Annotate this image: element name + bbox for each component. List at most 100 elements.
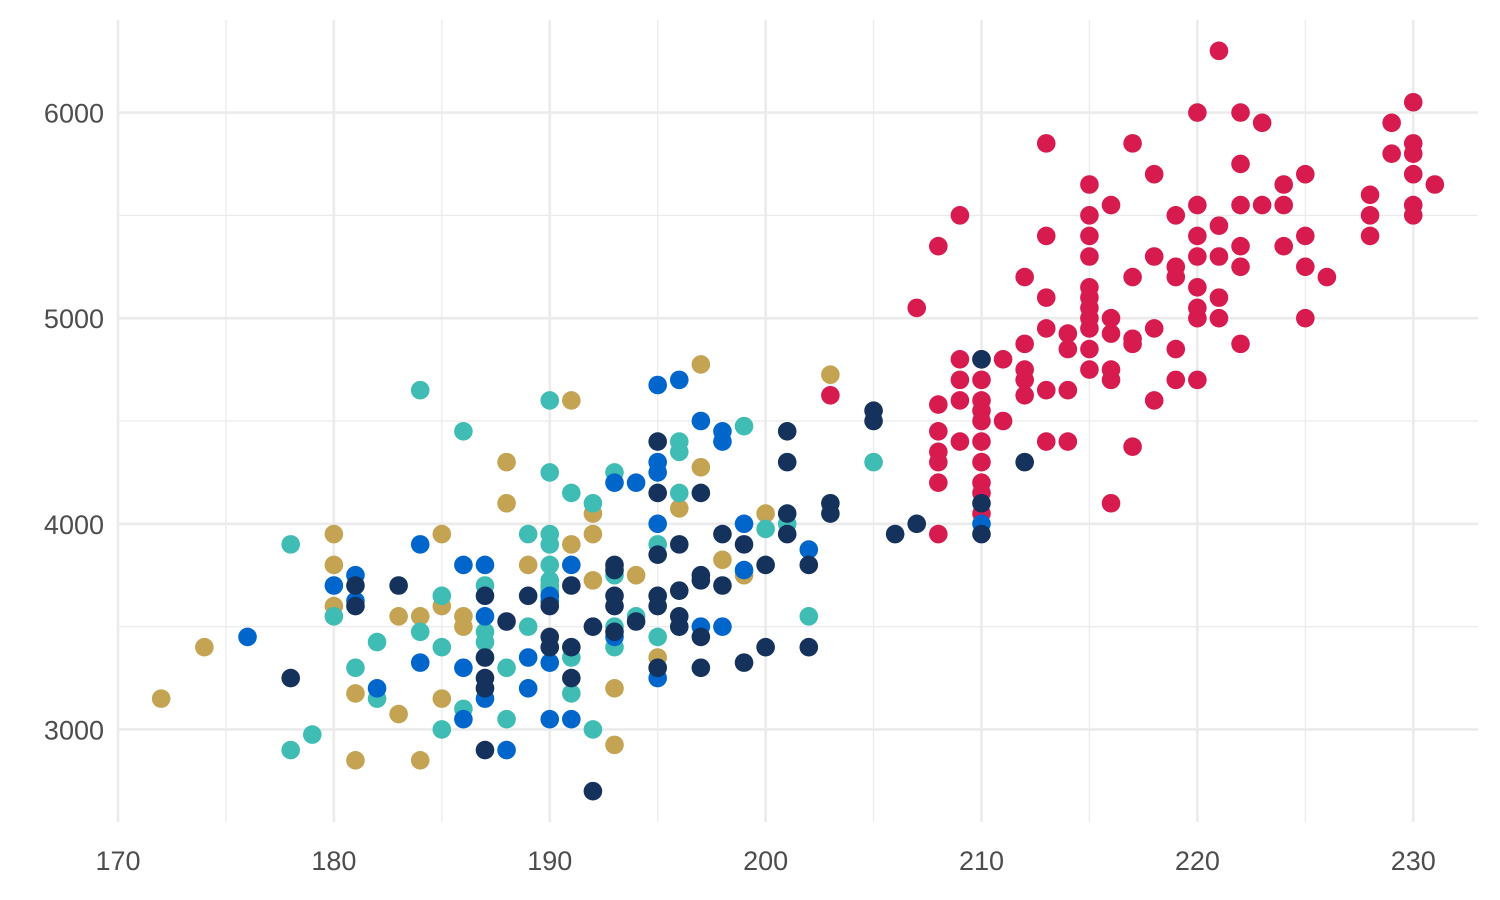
scatter-point [562, 391, 581, 410]
scatter-point [691, 411, 711, 431]
scatter-point [389, 576, 408, 595]
scatter-point [1209, 41, 1229, 61]
scatter-point [1080, 175, 1099, 194]
scatter-point [669, 617, 689, 636]
scatter-point [346, 684, 365, 703]
scatter-point [346, 596, 365, 616]
scatter-point [1144, 247, 1164, 266]
scatter-point [972, 493, 991, 513]
scatter-point [799, 607, 819, 626]
scatter-point [324, 607, 344, 626]
scatter-point [1231, 154, 1250, 174]
scatter-point [151, 689, 171, 708]
scatter-point [669, 535, 689, 554]
scatter-point [1209, 308, 1229, 328]
scatter-point [1360, 226, 1380, 246]
scatter-point [821, 365, 840, 385]
scatter-point [432, 637, 452, 657]
scatter-point [583, 493, 603, 513]
scatter-point [540, 391, 560, 410]
scatter-point [1036, 288, 1056, 307]
scatter-point [1231, 236, 1250, 256]
scatter-point [648, 483, 667, 503]
scatter-point [1360, 185, 1380, 205]
scatter-point [518, 617, 538, 636]
scatter-point [1058, 380, 1078, 400]
scatter-point [540, 596, 560, 616]
scatter-point [713, 576, 732, 595]
scatter-point [756, 555, 775, 575]
scatter-point [929, 421, 948, 441]
scatter-point [1015, 267, 1034, 287]
scatter-point [454, 421, 473, 441]
scatter-point [626, 565, 646, 585]
scatter-point [562, 576, 581, 595]
scatter-point [1188, 226, 1207, 246]
scatter-point [1403, 144, 1423, 163]
scatter-point [907, 298, 927, 318]
scatter-point [1382, 113, 1401, 133]
scatter-point [929, 524, 948, 544]
scatter-point [1015, 385, 1034, 405]
scatter-point [518, 648, 538, 667]
scatter-point [324, 555, 344, 575]
scatter-point [972, 432, 991, 451]
scatter-point [648, 596, 667, 616]
data-points [151, 41, 1445, 801]
scatter-point [562, 637, 581, 657]
scatter-point [1166, 267, 1186, 287]
scatter-point [1036, 380, 1056, 400]
scatter-point [929, 395, 948, 414]
scatter-point [475, 679, 495, 698]
scatter-point [562, 668, 581, 688]
scatter-point [432, 720, 452, 739]
scatter-point [1144, 164, 1164, 184]
y-tick-label: 5000 [44, 304, 104, 334]
scatter-point [691, 355, 711, 374]
scatter-point [324, 524, 344, 544]
scatter-point [1101, 308, 1121, 328]
scatter-point [389, 607, 408, 626]
scatter-point [1231, 103, 1250, 122]
scatter-point [583, 720, 603, 739]
scatter-point [281, 668, 301, 688]
scatter-point [777, 524, 797, 544]
scatter-point [777, 504, 797, 523]
scatter-point [454, 658, 473, 678]
scatter-point [864, 452, 883, 472]
scatter-point [1188, 195, 1207, 215]
scatter-point [907, 514, 927, 534]
scatter-point [993, 411, 1013, 431]
scatter-point [799, 637, 819, 657]
scatter-point [950, 391, 970, 410]
scatter-point [669, 442, 689, 462]
scatter-point [1080, 360, 1099, 379]
scatter-point [497, 740, 516, 760]
scatter-point [1080, 339, 1099, 359]
scatter-point [669, 483, 689, 503]
scatter-point [1036, 134, 1056, 153]
scatter-point [346, 658, 365, 678]
scatter-point [1123, 134, 1142, 153]
scatter-point [626, 473, 646, 492]
scatter-point [1296, 257, 1315, 277]
scatter-point [1274, 195, 1294, 215]
scatter-point [605, 735, 624, 755]
scatter-point [799, 540, 819, 559]
scatter-point [972, 524, 991, 544]
scatter-point [540, 535, 560, 554]
scatter-point [713, 432, 732, 451]
scatter-point [1036, 226, 1056, 246]
scatter-point [497, 493, 516, 513]
scatter-point [605, 622, 624, 642]
scatter-point [1015, 370, 1034, 390]
scatter-point [1036, 432, 1056, 451]
scatter-point [950, 350, 970, 369]
scatter-point [497, 709, 516, 729]
scatter-point [1015, 452, 1034, 472]
scatter-point [713, 550, 732, 570]
y-axis-tick-labels: 3000 4000 5000 6000 [44, 99, 104, 746]
scatter-point [972, 452, 991, 472]
scatter-point [950, 370, 970, 390]
